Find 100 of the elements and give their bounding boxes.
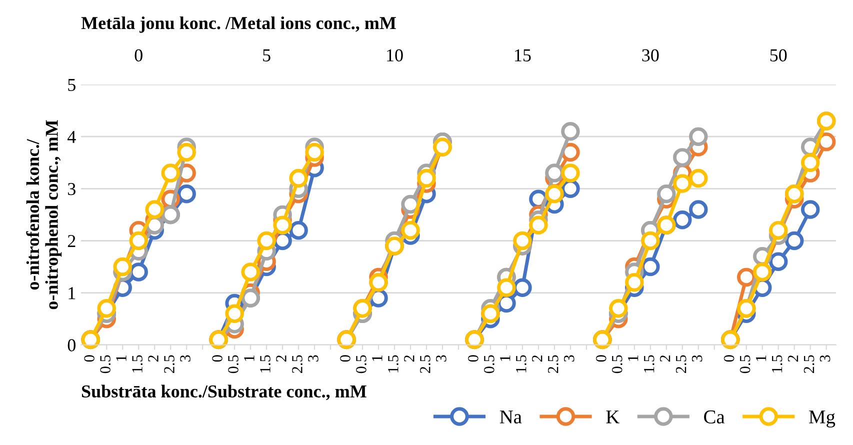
x-tick-label: 0: [468, 355, 478, 362]
x-tick-label: 3: [820, 355, 830, 362]
point: [513, 231, 532, 250]
x-tick-label: 1.5: [516, 355, 526, 372]
point: [800, 153, 820, 172]
text: 5: [263, 49, 270, 62]
point: [737, 268, 756, 287]
point: [113, 257, 132, 276]
point: [689, 168, 708, 188]
point: [129, 262, 148, 282]
x-tick-label: 1.5: [644, 355, 654, 372]
point: [561, 122, 580, 141]
x-tick-label: 2.5: [548, 355, 558, 374]
point: [689, 200, 708, 219]
point: [97, 299, 116, 318]
point: [417, 168, 436, 188]
x-tick-label: 2: [404, 355, 414, 362]
legend-label: Mg: [809, 410, 836, 428]
x-tick-label: 1.5: [260, 355, 270, 372]
x-tick-label: 1: [500, 356, 510, 361]
x-tick-label: 0.5: [100, 355, 111, 374]
text: 30: [642, 49, 659, 62]
x-tick-label: 0.5: [356, 355, 366, 374]
x-tick-label: 0.5: [484, 355, 494, 374]
text: 10: [387, 49, 403, 62]
x-tick-label: 3: [180, 355, 190, 362]
x-tick-label: 3: [308, 355, 318, 362]
x-tick-label: 0: [724, 355, 734, 362]
text: 15: [515, 49, 531, 62]
x-tick-label: 1.5: [772, 355, 782, 372]
x-tick-label: 1: [244, 356, 254, 361]
x-tick-label: 2.5: [676, 355, 686, 374]
point: [289, 220, 308, 240]
x-tick-label: 3: [564, 355, 574, 362]
point: [513, 278, 532, 297]
legend-label: Ca: [704, 410, 725, 424]
point: [241, 262, 260, 282]
point: [768, 220, 788, 240]
point: [401, 220, 420, 240]
point: [529, 216, 548, 234]
x-tick-label: 1.5: [132, 355, 143, 372]
point: [289, 168, 308, 188]
point: [177, 142, 196, 162]
x-tick-label: 3: [692, 355, 702, 362]
x-tick-label: 0: [596, 355, 606, 362]
point: [768, 252, 788, 271]
y-tick-label: 3: [68, 182, 76, 196]
x-tick-label: 0.5: [228, 355, 238, 374]
point: [641, 231, 660, 250]
x-tick-label: 0: [340, 355, 350, 362]
x-tick-label: 0.5: [740, 355, 750, 374]
text: 50: [770, 49, 787, 62]
y-tick-label: 0: [68, 339, 76, 352]
point: [641, 257, 660, 276]
point: [273, 216, 292, 234]
point: [545, 184, 564, 204]
point: [689, 127, 708, 146]
point: [784, 231, 804, 250]
x-tick-label: 2.5: [292, 355, 302, 374]
text: 0: [134, 49, 142, 62]
point: [145, 200, 164, 219]
point: [257, 231, 276, 250]
x-tick-label: 0: [212, 355, 222, 362]
point: [177, 184, 196, 204]
point: [225, 304, 244, 324]
legend-label: K: [606, 410, 620, 424]
y-tick-label: 1: [68, 287, 76, 300]
point: [161, 164, 180, 182]
point: [545, 164, 564, 182]
x-tick-label: 1.5: [388, 355, 398, 372]
x-tick-label: 2.5: [420, 355, 430, 374]
y-tick-label: 2: [68, 235, 76, 248]
legend-label: Na: [500, 410, 522, 424]
x-tick-label: 2: [660, 355, 670, 362]
x-tick-label: 0: [84, 355, 94, 362]
chart-title: Metāla jonu konc. /Metal ions conc., mM: [81, 16, 396, 33]
point: [401, 194, 420, 214]
x-tick-label: 2.5: [804, 355, 814, 374]
point: [625, 273, 644, 292]
point: [609, 299, 628, 318]
point: [673, 148, 692, 167]
x-tick-label: 1: [756, 356, 766, 361]
point: [561, 164, 580, 182]
point: [129, 231, 148, 250]
point: [800, 200, 820, 219]
x-tick-label: 2: [532, 355, 542, 362]
point: [497, 278, 516, 297]
x-tick-label: 2: [276, 355, 286, 362]
x-tick-label: 2.5: [164, 355, 174, 374]
y-tick-label: 4: [68, 130, 76, 143]
y-tick-label: 5: [68, 78, 76, 91]
x-tick-label: 3: [436, 355, 446, 362]
point: [673, 210, 692, 230]
x-tick-label: 1: [116, 356, 126, 361]
x-tick-label: 1: [372, 356, 382, 361]
x-tick-label: 1: [628, 356, 638, 361]
y-axis-title: o-nitrofenola konc./ o-nitrophenol conc., mM: [26, 120, 62, 310]
point: [305, 142, 324, 162]
x-axis-title: Substrāta konc./Substrate conc., mM: [82, 384, 366, 400]
x-tick-label: 2: [788, 355, 798, 362]
